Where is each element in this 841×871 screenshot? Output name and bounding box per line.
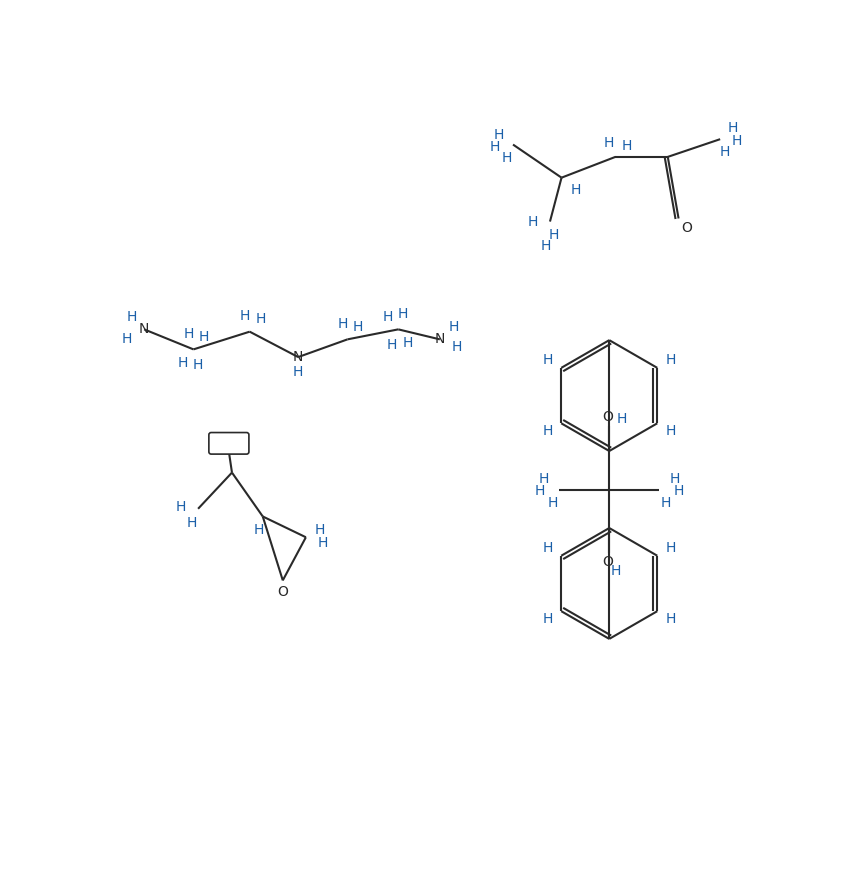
Text: H: H (187, 516, 197, 530)
Text: H: H (502, 152, 512, 165)
Text: H: H (383, 310, 393, 324)
Text: H: H (183, 327, 194, 341)
Text: H: H (548, 228, 559, 242)
Text: O: O (602, 410, 613, 424)
Text: H: H (535, 484, 545, 498)
Text: H: H (489, 140, 500, 154)
Text: H: H (665, 424, 676, 438)
Text: H: H (254, 523, 264, 537)
Text: H: H (176, 500, 187, 514)
Text: H: H (315, 523, 325, 537)
Text: H: H (387, 338, 397, 352)
Text: H: H (293, 366, 304, 380)
Text: H: H (727, 121, 738, 135)
Text: H: H (398, 307, 408, 321)
Text: H: H (665, 612, 676, 626)
Text: O: O (278, 585, 288, 599)
Text: H: H (528, 214, 538, 228)
Text: H: H (448, 320, 459, 334)
Text: H: H (732, 134, 743, 148)
Text: H: H (570, 183, 580, 197)
Text: H: H (177, 356, 188, 370)
Text: H: H (494, 127, 505, 142)
FancyBboxPatch shape (209, 433, 249, 454)
Text: H: H (621, 139, 632, 153)
Text: H: H (199, 330, 209, 344)
Text: H: H (538, 472, 549, 486)
Text: H: H (616, 412, 627, 426)
Text: H: H (665, 353, 676, 368)
Text: H: H (193, 358, 204, 372)
Text: H: H (674, 484, 684, 498)
Text: H: H (542, 424, 553, 438)
Text: H: H (337, 317, 348, 331)
Text: H: H (452, 340, 462, 354)
Text: H: H (660, 496, 670, 510)
Text: H: H (402, 336, 413, 350)
Text: H: H (122, 333, 132, 347)
Text: N: N (139, 322, 150, 336)
Text: N: N (435, 333, 445, 347)
Text: H: H (318, 537, 328, 550)
Text: Abs: Abs (218, 437, 241, 449)
Text: O: O (602, 555, 613, 569)
Text: H: H (353, 320, 363, 334)
Text: H: H (542, 541, 553, 555)
Text: H: H (547, 496, 558, 510)
Text: H: H (127, 310, 137, 324)
Text: H: H (720, 145, 730, 159)
Text: N: N (293, 350, 304, 364)
Text: H: H (604, 136, 615, 150)
Text: H: H (540, 240, 551, 253)
Text: H: H (240, 309, 251, 323)
Text: H: H (542, 612, 553, 626)
Text: H: H (669, 472, 680, 486)
Text: H: H (665, 541, 676, 555)
Text: H: H (611, 564, 621, 578)
Text: H: H (256, 313, 266, 327)
Text: O: O (681, 220, 691, 234)
Text: H: H (542, 353, 553, 368)
